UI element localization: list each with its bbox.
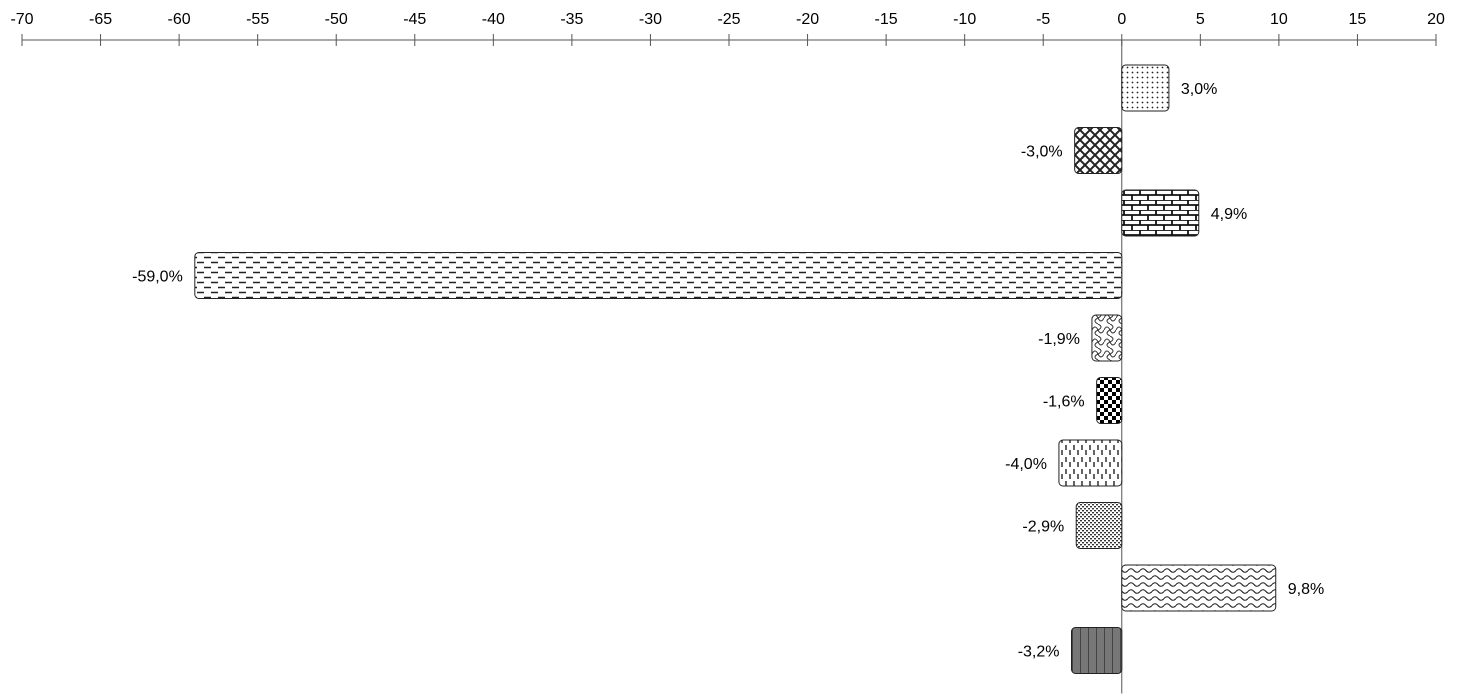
x-tick-label: -45	[403, 11, 426, 28]
bar	[1075, 502, 1123, 549]
bar	[1058, 439, 1123, 487]
bar	[1121, 64, 1170, 112]
x-tick-label: -10	[953, 11, 976, 28]
x-tick-label: -15	[875, 11, 898, 28]
bar	[1096, 377, 1123, 424]
data-label: 3,0%	[1181, 81, 1217, 98]
bar	[1074, 127, 1123, 174]
x-tick-label: -25	[717, 11, 740, 28]
bar	[1071, 627, 1123, 674]
bar	[1091, 314, 1123, 362]
x-axis: -70 -65 -60 -55 -50 -45 -40 -35 -30 -25 -20 -15 -10-…	[10, 11, 1445, 694]
data-label: -3,0%	[1021, 144, 1063, 161]
data-label: 4,9%	[1211, 206, 1247, 223]
x-tick-label: -30	[639, 11, 662, 28]
data-label: -4,0%	[1005, 456, 1047, 473]
x-tick-label: 15	[1349, 11, 1367, 28]
x-tick-label: 5	[1196, 11, 1205, 28]
x-tick-label: -65	[89, 11, 112, 28]
data-label: -1,6%	[1043, 394, 1085, 411]
x-tick-label: -35	[560, 11, 583, 28]
data-label: -1,9%	[1038, 331, 1080, 348]
data-labels: 3,0% -3,0% 4,9% -59,0% -1,9% -1,6% -4,0% -2,9% 9…	[132, 81, 1324, 661]
data-label: -59,0%	[132, 269, 183, 286]
x-tick-label: -60	[168, 11, 191, 28]
x-tick-label: 10	[1270, 11, 1288, 28]
x-tick-label: 0	[1117, 11, 1126, 28]
x-tick-label: 20	[1427, 11, 1445, 28]
bar	[1121, 189, 1200, 237]
data-label: 9,8%	[1288, 581, 1324, 598]
bar	[1121, 564, 1277, 612]
x-tick-label: -20	[796, 11, 819, 28]
data-label: -2,9%	[1022, 519, 1064, 536]
x-tick-label: -5	[1036, 11, 1050, 28]
x-tick-label: -40	[482, 11, 505, 28]
x-tick-label: -55	[246, 11, 269, 28]
x-tick-label: -70	[10, 11, 33, 28]
data-label: -3,2%	[1018, 644, 1060, 661]
bars	[194, 64, 1277, 674]
x-tick-label: -50	[325, 11, 348, 28]
bar	[194, 252, 1123, 299]
